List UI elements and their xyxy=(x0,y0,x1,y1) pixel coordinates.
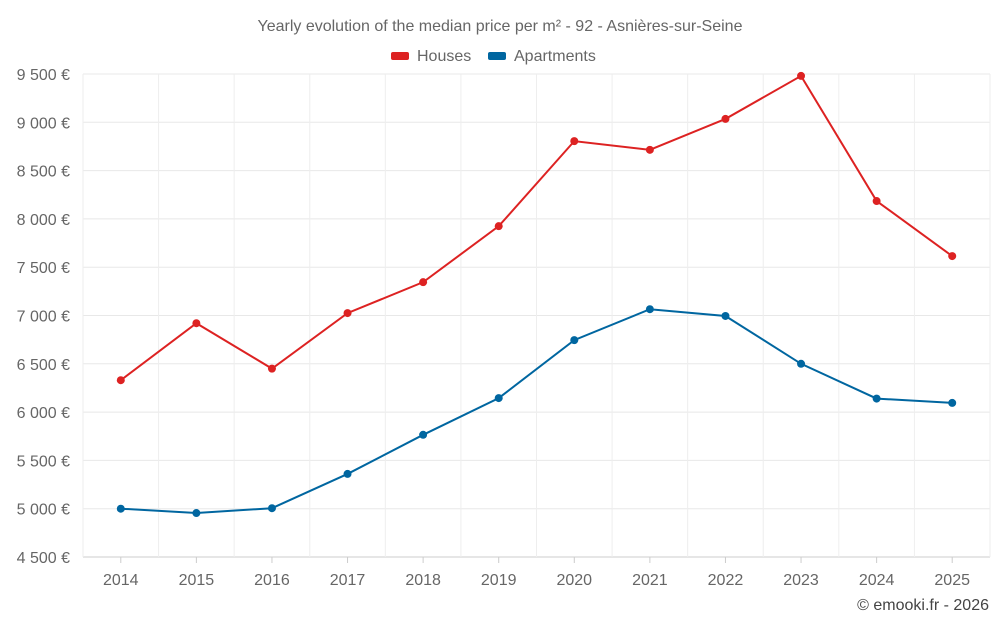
series-line xyxy=(120,308,953,515)
data-point xyxy=(797,359,806,368)
data-point xyxy=(570,137,579,146)
x-tick-label: 2014 xyxy=(103,572,139,589)
data-point xyxy=(494,394,503,403)
x-tick-label: 2022 xyxy=(708,572,744,589)
y-tick-label: 6 500 € xyxy=(17,357,70,374)
data-point xyxy=(343,469,352,478)
x-tick-label: 2020 xyxy=(556,572,592,589)
y-tick-label: 7 500 € xyxy=(17,260,70,277)
x-tick-label: 2018 xyxy=(405,572,441,589)
legend-label: Houses xyxy=(417,48,471,65)
series-line xyxy=(120,74,953,382)
data-point xyxy=(797,71,806,80)
data-point xyxy=(494,222,503,231)
x-tick-label: 2016 xyxy=(254,572,290,589)
data-point xyxy=(192,509,201,518)
data-point xyxy=(721,311,730,320)
y-tick-label: 9 000 € xyxy=(17,115,70,132)
data-point xyxy=(267,364,276,373)
y-tick-label: 9 500 € xyxy=(17,67,70,84)
legend-swatch xyxy=(391,52,409,60)
data-point xyxy=(419,430,428,439)
x-tick-label: 2019 xyxy=(481,572,517,589)
x-tick-label: 2023 xyxy=(783,572,819,589)
legend-label: Apartments xyxy=(514,48,596,65)
data-point xyxy=(872,394,881,403)
y-tick-label: 5 500 € xyxy=(17,453,70,470)
axes: 4 500 € 5 000 € 5 500 € 6 000 € 6 500 € 7 000… xyxy=(17,67,970,589)
data-point xyxy=(872,197,881,206)
grid xyxy=(82,73,991,558)
y-tick-label: 8 500 € xyxy=(17,164,70,181)
y-tick-label: 8 000 € xyxy=(17,212,70,229)
credit-text: © emooki.fr - 2026 xyxy=(857,597,989,614)
series-group xyxy=(116,71,957,518)
x-tick-label: 2017 xyxy=(330,572,366,589)
data-point xyxy=(267,504,276,513)
data-point xyxy=(948,252,957,261)
data-point xyxy=(116,376,125,385)
x-tick-label: 2021 xyxy=(632,572,668,589)
x-tick-label: 2025 xyxy=(934,572,970,589)
data-point xyxy=(645,145,654,154)
legend-swatch xyxy=(488,52,506,60)
y-tick-label: 4 500 € xyxy=(17,550,70,567)
data-point xyxy=(116,504,125,513)
data-point xyxy=(419,278,428,287)
data-point xyxy=(343,309,352,318)
data-point xyxy=(948,398,957,407)
x-tick-label: 2024 xyxy=(859,572,895,589)
data-point xyxy=(721,114,730,123)
y-tick-label: 7 000 € xyxy=(17,309,70,326)
data-point xyxy=(192,319,201,328)
x-tick-label: 2015 xyxy=(179,572,215,589)
y-tick-label: 6 000 € xyxy=(17,405,70,422)
data-point xyxy=(645,305,654,314)
series-apartments xyxy=(116,305,957,518)
data-point xyxy=(570,336,579,345)
chart-title: Yearly evolution of the median price per… xyxy=(258,18,743,35)
legend: Houses Apartments xyxy=(391,48,596,65)
y-tick-label: 5 000 € xyxy=(17,502,70,519)
series-houses xyxy=(116,71,957,385)
